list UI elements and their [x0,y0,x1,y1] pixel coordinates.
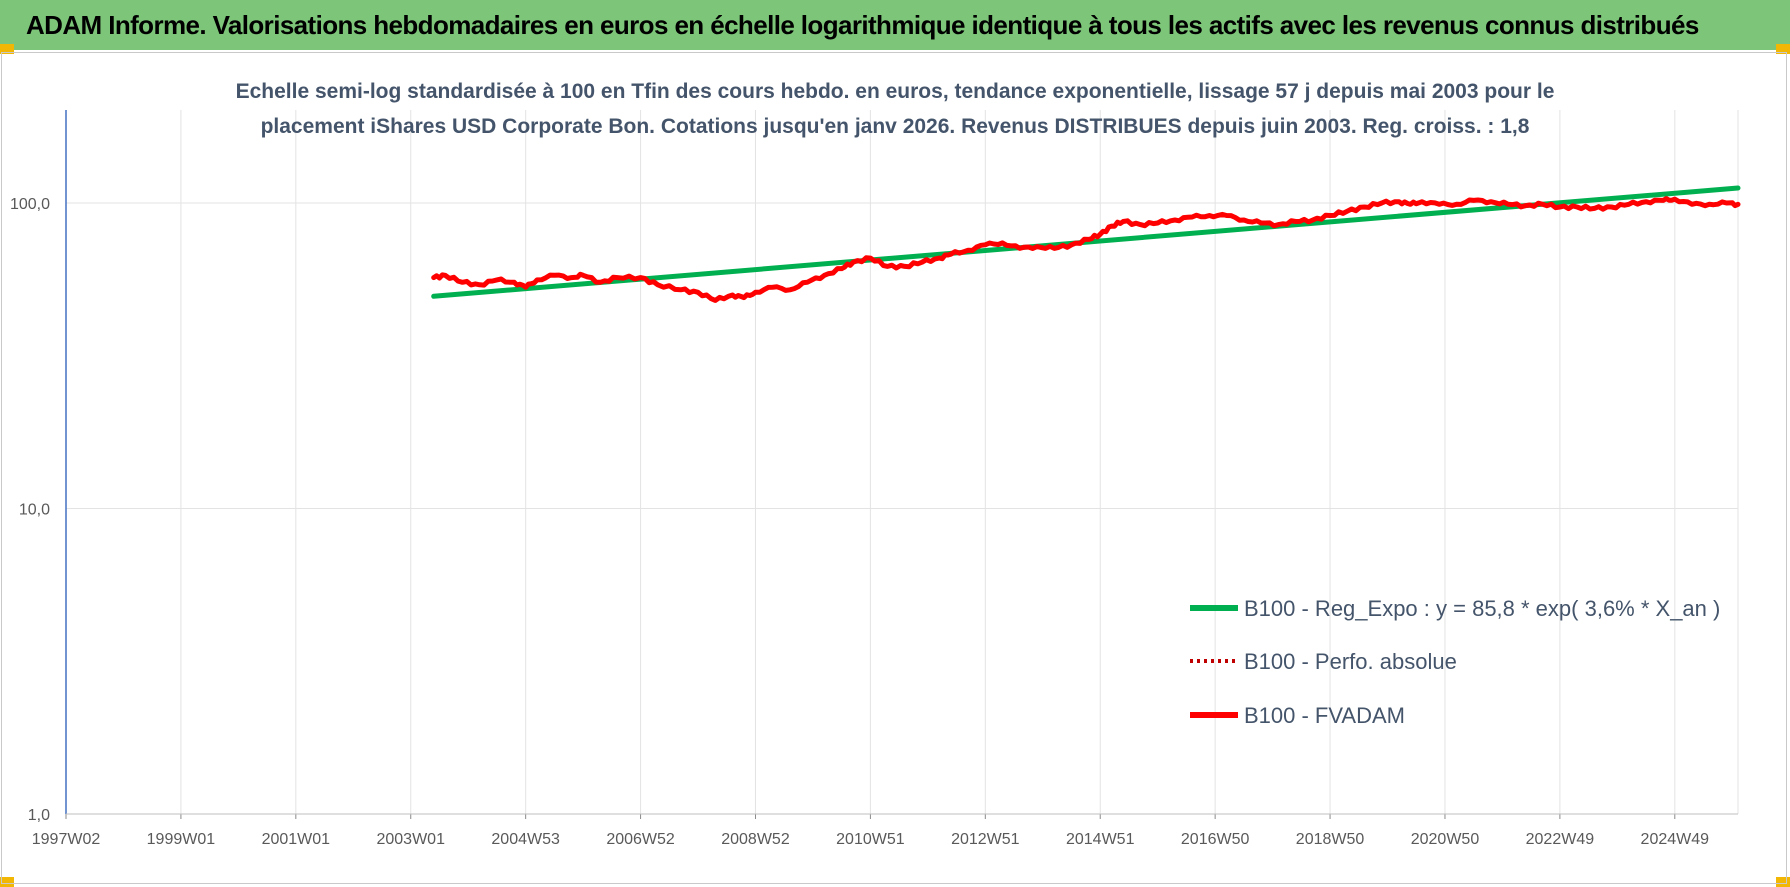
x-tick-label-1: 1999W01 [147,831,216,848]
legend-label-perfo: B100 - Perfo. absolue [1244,649,1457,674]
axes [65,110,1738,819]
chart-frame [1,52,1787,884]
chart-title-line-1: Echelle semi-log standardisée à 100 en T… [236,80,1555,103]
corner-accent-right [1776,44,1790,54]
x-tick-label-0: 1997W02 [32,831,101,848]
x-tick-label-11: 2018W50 [1296,831,1365,848]
corner-accent-bottom-left [0,877,14,887]
y-tick-label-2: 100,0 [10,196,50,213]
x-tick-label-9: 2014W51 [1066,831,1135,848]
x-tick-label-2: 2001W01 [262,831,331,848]
chart-title-line-2: placement iShares USD Corporate Bon. Cot… [261,115,1530,138]
chart-title: Echelle semi-log standardisée à 100 en T… [236,80,1555,138]
x-tick-label-14: 2024W49 [1641,831,1710,848]
grid [65,110,1739,815]
series-line-2 [431,196,1741,303]
legend-label-trend: B100 - Reg_Expo : y = 85,8 * exp( 3,6% *… [1244,596,1720,621]
x-tick-label-8: 2012W51 [951,831,1020,848]
y-tick-label-1: 10,0 [19,502,50,519]
series-layer [431,185,1741,303]
x-tick-label-7: 2010W51 [836,831,905,848]
header-band [0,0,1790,50]
x-tick-label-12: 2020W50 [1411,831,1480,848]
x-tick-label-6: 2008W52 [721,831,790,848]
x-tick-label-5: 2006W52 [606,831,675,848]
corner-accent-bottom-right [1776,877,1790,887]
x-tick-label-4: 2004W53 [491,831,560,848]
tick-labels: 1997W02 1999W01 2001W01 2003W01 2004W53 2006W… [10,196,1709,848]
x-tick-label-10: 2016W50 [1181,831,1250,848]
x-tick-label-3: 2003W01 [376,831,445,848]
x-tick-label-13: 2022W49 [1526,831,1595,848]
legend: B100 - Reg_Expo : y = 85,8 * exp( 3,6% *… [1190,596,1720,728]
y-tick-label-0: 1,0 [28,807,50,824]
legend-label-fvadam: B100 - FVADAM [1244,703,1405,728]
corner-accent-left [0,44,14,54]
page-title: ADAM Informe. Valorisations hebdomadaire… [26,10,1699,40]
